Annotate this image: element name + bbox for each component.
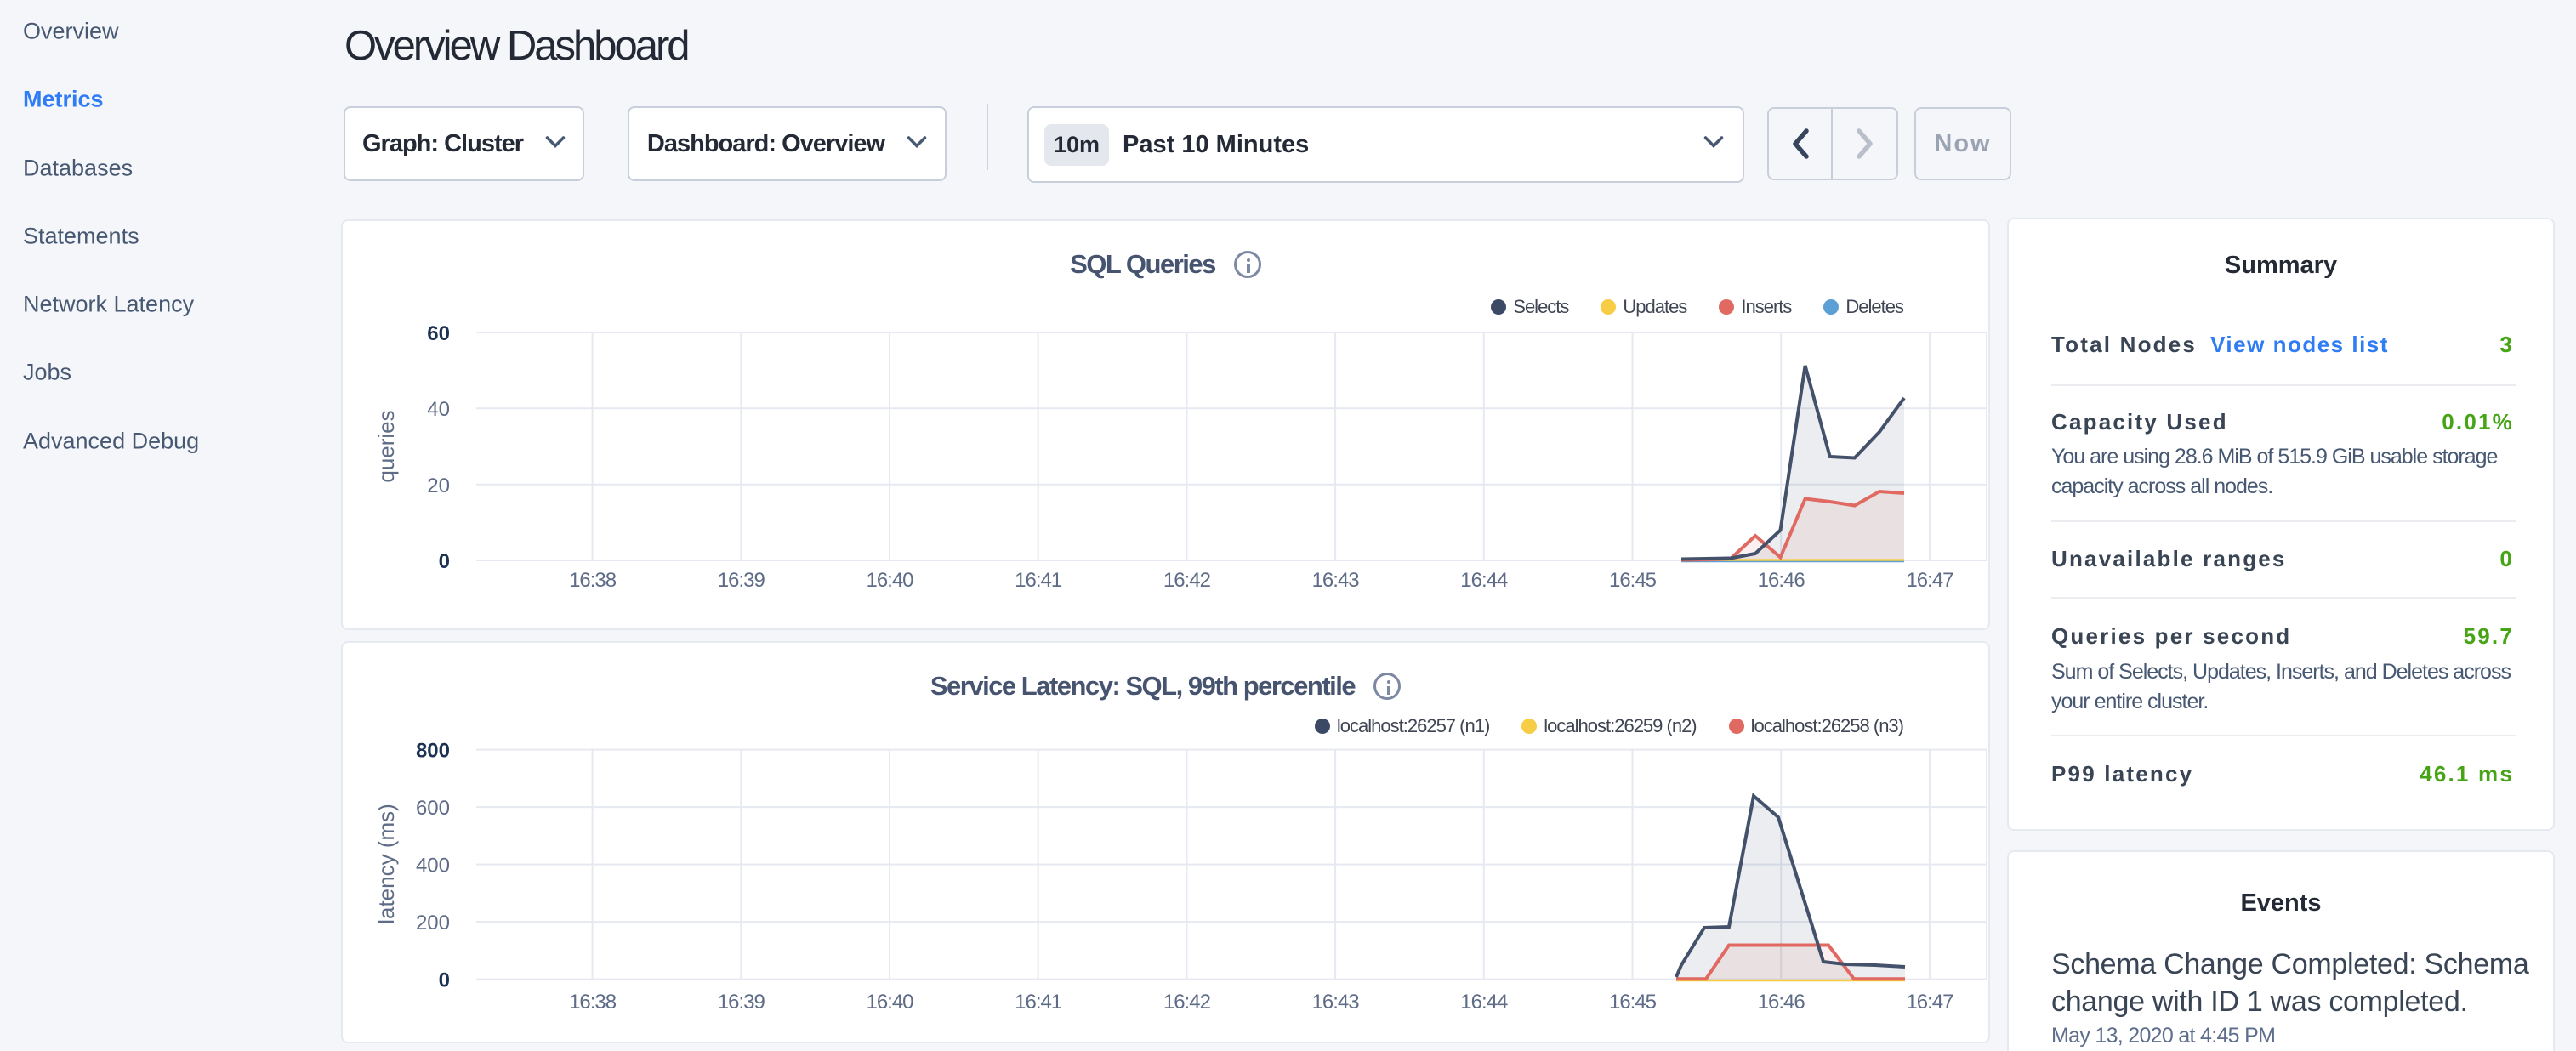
- svg-text:16:38: 16:38: [569, 991, 617, 1014]
- svg-text:16:44: 16:44: [1460, 569, 1508, 592]
- svg-text:16:38: 16:38: [569, 569, 617, 592]
- svg-text:16:46: 16:46: [1758, 991, 1805, 1014]
- svg-text:16:47: 16:47: [1906, 991, 1953, 1014]
- svg-text:800: 800: [416, 740, 450, 763]
- svg-text:16:42: 16:42: [1163, 569, 1211, 592]
- svg-text:latency (ms): latency (ms): [373, 804, 399, 924]
- svg-text:queries: queries: [373, 410, 399, 482]
- svg-text:16:39: 16:39: [718, 569, 765, 592]
- svg-text:16:47: 16:47: [1906, 569, 1953, 592]
- svg-text:0: 0: [439, 969, 450, 992]
- svg-text:16:45: 16:45: [1609, 991, 1657, 1014]
- svg-text:16:43: 16:43: [1312, 569, 1360, 592]
- svg-text:16:41: 16:41: [1015, 569, 1062, 592]
- svg-text:16:42: 16:42: [1163, 991, 1211, 1014]
- svg-text:16:44: 16:44: [1460, 991, 1508, 1014]
- svg-text:16:40: 16:40: [866, 991, 913, 1014]
- svg-text:200: 200: [416, 912, 450, 935]
- svg-text:16:46: 16:46: [1758, 569, 1805, 592]
- svg-text:20: 20: [427, 474, 450, 497]
- svg-text:600: 600: [416, 797, 450, 820]
- svg-text:16:43: 16:43: [1312, 991, 1360, 1014]
- svg-text:16:39: 16:39: [718, 991, 765, 1014]
- svg-text:16:45: 16:45: [1609, 569, 1657, 592]
- svg-text:400: 400: [416, 855, 450, 878]
- svg-text:16:41: 16:41: [1015, 991, 1062, 1014]
- svg-text:60: 60: [427, 322, 450, 345]
- svg-text:16:40: 16:40: [866, 569, 913, 592]
- svg-text:40: 40: [427, 398, 450, 421]
- svg-text:0: 0: [439, 550, 450, 573]
